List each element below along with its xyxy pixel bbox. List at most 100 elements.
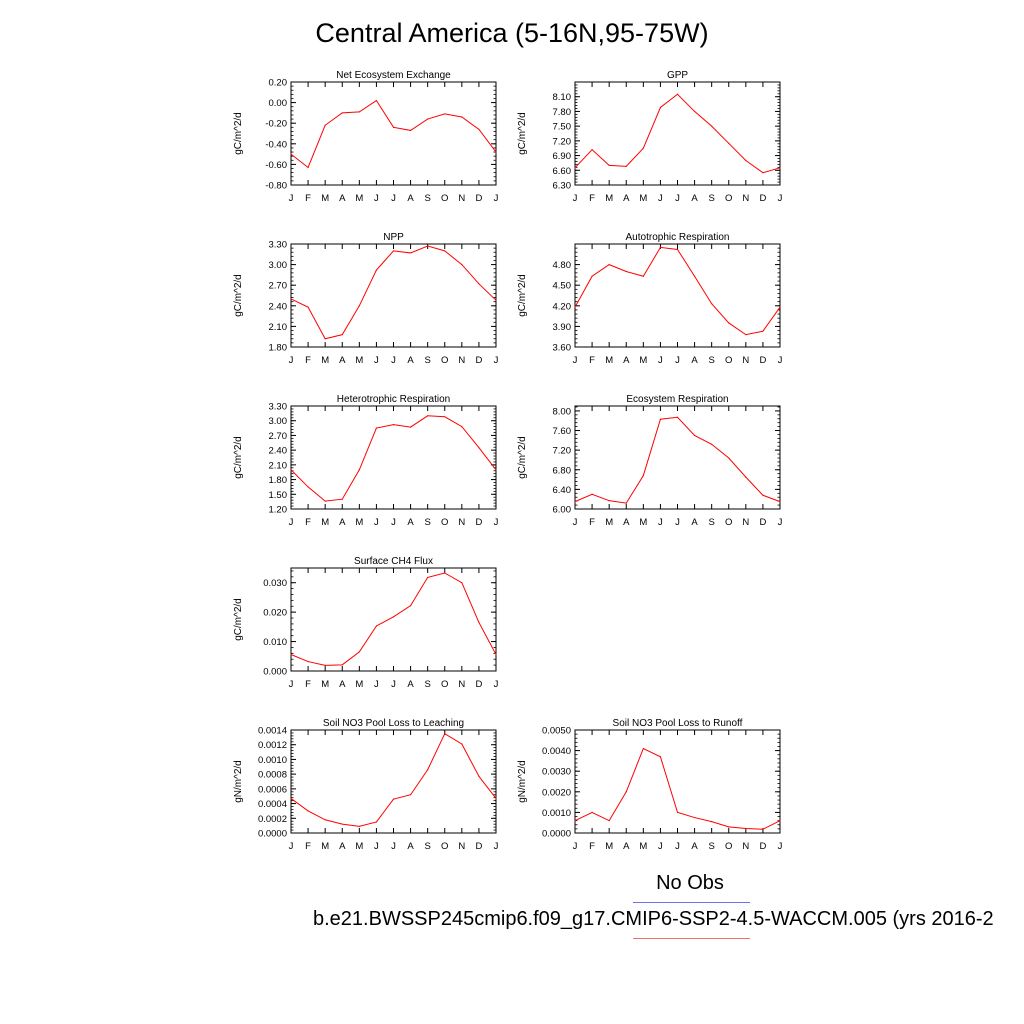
x-tick-label: M [605, 193, 613, 204]
data-point [659, 246, 662, 249]
x-tick-label: D [475, 841, 482, 852]
y-tick-label: 4.80 [553, 260, 572, 271]
y-tick-label: 2.10 [269, 460, 288, 471]
data-point [461, 116, 463, 118]
series-line [574, 416, 781, 504]
data-point [324, 124, 326, 126]
plot-frame [290, 405, 497, 510]
data-point [711, 125, 713, 127]
y-tick-label: 1.80 [269, 475, 288, 486]
data-point [676, 248, 679, 251]
x-tick-label: J [289, 517, 294, 528]
data-point [341, 334, 343, 336]
x-tick-label: J [289, 841, 294, 852]
data-point [762, 172, 764, 174]
data-point [478, 775, 480, 777]
data-point [728, 457, 730, 459]
legend-obs-label: No Obs [656, 872, 724, 894]
x-tick-label: J [573, 193, 578, 204]
x-tick-label: A [407, 679, 414, 690]
x-tick-label: F [589, 841, 595, 852]
y-tick-label: 0.0004 [258, 799, 287, 810]
data-point [728, 142, 730, 144]
y-axis-label: gC/m^2/d [517, 274, 528, 317]
data-point [307, 486, 309, 488]
x-tick-label: J [391, 193, 396, 204]
x-tick-label: A [691, 841, 698, 852]
x-tick-label: D [759, 841, 766, 852]
data-point [358, 651, 360, 653]
data-point [574, 167, 576, 169]
x-tick-label: J [374, 193, 379, 204]
data-point [676, 811, 679, 814]
data-point [642, 475, 644, 477]
page-title: Central America (5-16N,95-75W) [315, 18, 709, 48]
data-point [392, 126, 395, 128]
y-tick-label: 0.0040 [542, 746, 571, 757]
x-tick-label: M [639, 355, 647, 366]
x-tick-label: O [725, 517, 732, 528]
data-point [728, 826, 730, 828]
y-tick-label: 3.00 [269, 260, 288, 271]
data-point [574, 501, 576, 503]
data-point [608, 164, 610, 166]
data-point [625, 270, 627, 273]
data-point [409, 252, 412, 254]
x-tick-label: A [339, 517, 346, 528]
panel-4: Autotrophic Respiration gC/m^2/d 3.60 3.90 4… [517, 232, 783, 366]
y-tick-label: 7.50 [553, 122, 572, 133]
data-point [307, 810, 309, 812]
panel-5: Heterotrophic Respiration gC/m^2/d 1.20 1.5… [233, 394, 499, 528]
series-line [290, 732, 497, 827]
data-point [608, 264, 610, 266]
x-tick-label: N [458, 355, 465, 366]
y-tick-label: 0.0010 [542, 808, 571, 819]
y-tick-label: 7.20 [553, 136, 572, 147]
data-point [762, 494, 764, 496]
x-tick-label: A [407, 517, 414, 528]
data-point [409, 794, 412, 796]
x-tick-label: F [589, 193, 595, 204]
panel-title: Heterotrophic Respiration [337, 394, 450, 405]
data-point [642, 275, 644, 277]
plot-frame [290, 567, 497, 672]
x-tick-label: M [355, 193, 363, 204]
y-tick-label: 0.20 [269, 78, 288, 89]
x-tick-label: A [407, 841, 414, 852]
x-tick-label: F [305, 193, 311, 204]
y-tick-label: 2.10 [269, 322, 288, 333]
x-tick-label: A [339, 841, 346, 852]
x-tick-label: J [494, 679, 499, 690]
data-point [711, 443, 713, 445]
x-tick-label: D [475, 355, 482, 366]
x-tick-label: M [321, 679, 329, 690]
x-tick-label: N [458, 193, 465, 204]
data-point [495, 797, 497, 800]
x-tick-label: M [605, 841, 613, 852]
x-tick-label: J [289, 355, 294, 366]
data-point [375, 269, 378, 271]
y-tick-label: 1.20 [269, 505, 288, 516]
data-point [574, 306, 576, 308]
y-tick-label: 7.60 [553, 426, 572, 437]
data-point [375, 625, 378, 627]
x-tick-label: A [623, 355, 630, 366]
x-tick-label: S [424, 517, 430, 528]
panel-title: Soil NO3 Pool Loss to Runoff [613, 718, 743, 729]
x-tick-label: J [289, 679, 294, 690]
y-tick-label: 0.0010 [258, 755, 287, 766]
data-point [745, 334, 747, 336]
data-point [779, 820, 781, 822]
data-point [495, 653, 497, 656]
x-tick-label: S [708, 355, 714, 366]
data-point [444, 113, 446, 115]
data-point [324, 338, 326, 340]
legend-case-line [633, 938, 750, 939]
plot-frame [574, 729, 781, 834]
x-tick-label: A [339, 193, 346, 204]
y-tick-label: 4.20 [553, 301, 572, 312]
data-point [290, 469, 292, 471]
data-point [461, 426, 463, 428]
panel-6: Ecosystem Respiration gC/m^2/d 6.00 6.40 6.8… [517, 394, 783, 528]
x-tick-label: A [407, 355, 414, 366]
